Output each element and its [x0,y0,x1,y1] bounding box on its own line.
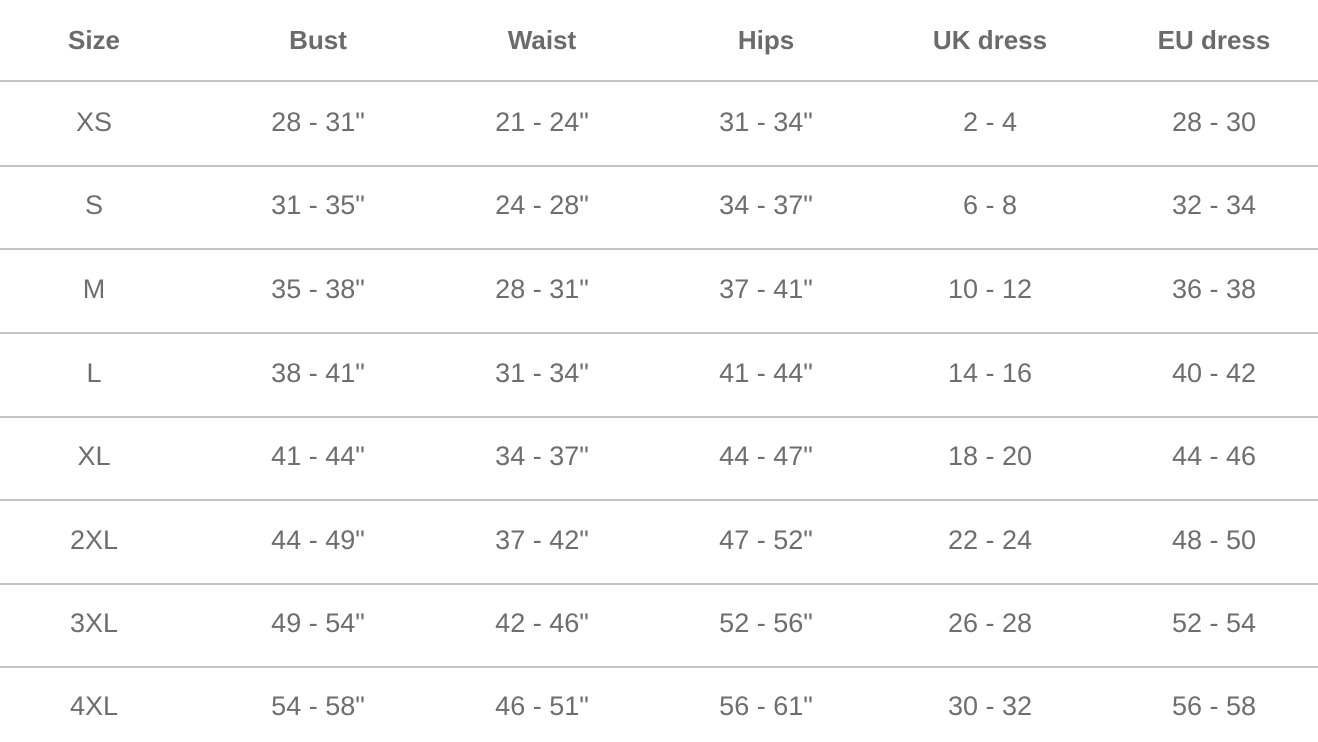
row-divider [0,248,1318,250]
header-cell: Size [67,25,121,55]
table-cell: 2XL [69,525,119,555]
table-cell: 38 - 41" [271,358,365,388]
table-cell: XL [77,441,111,471]
table-cell: 24 - 28" [495,190,589,220]
row-divider [0,165,1318,167]
table-cell: 42 - 46" [495,608,589,638]
table-cell: 37 - 42" [495,525,589,555]
table-cell: 4XL [69,691,119,721]
table-cell: 31 - 34" [495,358,589,388]
table-cell: 3XL [69,608,119,638]
table-cell: 37 - 41" [719,274,813,304]
table-cell: 32 - 34 [1171,190,1257,220]
table-cell: 30 - 32 [947,691,1033,721]
table-cell: 52 - 56" [719,608,813,638]
table-cell: 28 - 31" [271,107,365,137]
header-cell: UK dress [932,25,1048,55]
table-cell: S [84,190,103,220]
table-cell: 26 - 28 [947,608,1033,638]
row-divider [0,583,1318,585]
row-divider [0,666,1318,668]
table-cell: 36 - 38 [1171,274,1257,304]
row-divider [0,416,1318,418]
table-cell: 31 - 35" [271,190,365,220]
table-cell: 35 - 38" [271,274,365,304]
table-cell: 46 - 51" [495,691,589,721]
table-cell: 56 - 58 [1171,691,1257,721]
table-cell: 34 - 37" [495,441,589,471]
header-cell: Hips [737,25,795,55]
table-cell: 54 - 58" [271,691,365,721]
row-divider [0,332,1318,334]
header-cell: EU dress [1157,25,1271,55]
table-cell: XS [75,107,113,137]
row-divider [0,499,1318,501]
table-cell: 49 - 54" [271,608,365,638]
table-cell: 48 - 50 [1171,525,1257,555]
table-cell: 6 - 8 [962,190,1018,220]
table-cell: 47 - 52" [719,525,813,555]
table-cell: 22 - 24 [947,525,1033,555]
table-cell: 18 - 20 [947,441,1033,471]
table-cell: 2 - 4 [962,107,1018,137]
table-cell: 14 - 16 [947,358,1033,388]
table-cell: 28 - 31" [495,274,589,304]
table-cell: 44 - 47" [719,441,813,471]
table-cell: 41 - 44" [271,441,365,471]
header-cell: Waist [507,25,577,55]
table-cell: L [86,358,102,388]
table-cell: 21 - 24" [495,107,589,137]
table-cell: 34 - 37" [719,190,813,220]
table-cell: 56 - 61" [719,691,813,721]
table-cell: 52 - 54 [1171,608,1257,638]
table-cell: 31 - 34" [719,107,813,137]
table-cell: M [82,274,106,304]
table-cell: 41 - 44" [719,358,813,388]
table-cell: 40 - 42 [1171,358,1257,388]
table-cell: 28 - 30 [1171,107,1257,137]
table-cell: 10 - 12 [947,274,1033,304]
table-cell: 44 - 46 [1171,441,1257,471]
header-cell: Bust [289,25,347,55]
row-divider [0,80,1318,82]
table-cell: 44 - 49" [271,525,365,555]
